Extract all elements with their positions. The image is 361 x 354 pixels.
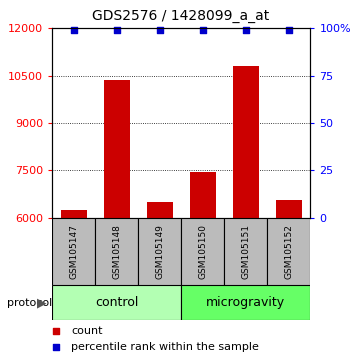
- Bar: [268, 218, 310, 285]
- Text: GSM105148: GSM105148: [112, 224, 121, 279]
- Bar: [52, 285, 182, 320]
- Bar: [61, 210, 87, 218]
- Text: GSM105149: GSM105149: [155, 224, 164, 279]
- Bar: [225, 218, 268, 285]
- Text: protocol: protocol: [7, 298, 52, 308]
- Bar: [95, 218, 138, 285]
- Point: [286, 27, 292, 33]
- Text: count: count: [71, 326, 103, 336]
- Text: ▶: ▶: [37, 297, 46, 310]
- Text: GSM105151: GSM105151: [242, 224, 251, 279]
- Bar: [138, 218, 181, 285]
- Point: [200, 27, 206, 33]
- Point: [243, 27, 249, 33]
- Bar: [147, 202, 173, 218]
- Text: GSM105150: GSM105150: [199, 224, 208, 279]
- Point: [53, 328, 58, 334]
- Text: GSM105152: GSM105152: [284, 224, 293, 279]
- Text: control: control: [95, 296, 139, 309]
- Bar: [181, 218, 225, 285]
- Bar: [104, 80, 130, 218]
- Bar: [276, 200, 302, 218]
- Text: GDS2576 / 1428099_a_at: GDS2576 / 1428099_a_at: [92, 9, 269, 23]
- Text: percentile rank within the sample: percentile rank within the sample: [71, 342, 259, 352]
- Point: [114, 27, 120, 33]
- Text: GSM105147: GSM105147: [69, 224, 78, 279]
- Text: microgravity: microgravity: [206, 296, 286, 309]
- Point: [71, 27, 77, 33]
- Bar: [233, 66, 259, 218]
- Bar: [190, 172, 216, 218]
- Bar: [181, 285, 310, 320]
- Bar: [52, 218, 95, 285]
- Point: [53, 344, 58, 350]
- Point: [157, 27, 163, 33]
